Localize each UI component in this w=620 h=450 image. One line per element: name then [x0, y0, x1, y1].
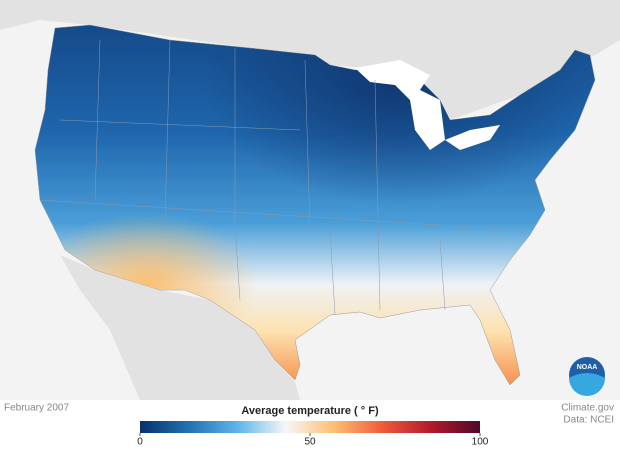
color-bar [140, 421, 480, 433]
tick-label: 50 [304, 437, 316, 448]
great-lakes [355, 60, 445, 150]
legend-title: Average temperature ( ° F) [241, 405, 379, 417]
noaa-logo: NOAA [569, 357, 605, 396]
mexico [60, 255, 300, 400]
date-label: February 2007 [4, 403, 69, 414]
state-borders [39, 39, 521, 316]
source-label: Climate.gov [561, 403, 614, 414]
logo-wave [569, 373, 605, 396]
data-credit: Data: NCEI [563, 415, 614, 426]
cold-north [35, 25, 595, 385]
tick-label: 0 [137, 437, 143, 448]
tick-label: 100 [472, 437, 489, 448]
lake-erie [445, 125, 500, 150]
united-states [34, 24, 596, 386]
logo-text: NOAA [577, 364, 598, 371]
